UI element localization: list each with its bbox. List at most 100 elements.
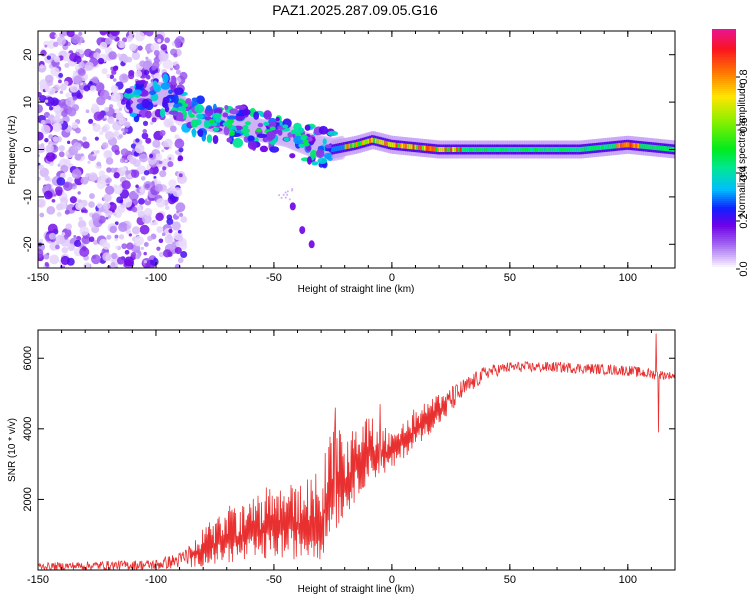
heatmap-ridge-blob	[306, 136, 313, 142]
heatmap-noise-blob	[80, 176, 89, 185]
colorbar-strip	[712, 245, 736, 248]
heatmap-noise-blob	[124, 121, 131, 128]
heatmap-noise-blob	[91, 76, 99, 84]
heatmap-noise-blob	[60, 164, 69, 173]
heatmap-noise-blob	[44, 175, 50, 181]
colorbar-tick-label: 0.8	[738, 69, 750, 84]
heatmap-noise-blob	[102, 252, 112, 262]
heatmap-band-core	[342, 144, 346, 150]
heatmap-band-core	[369, 138, 373, 144]
heatmap-noise-blob	[150, 222, 154, 226]
heatmap-noise-blob	[126, 224, 131, 230]
colorbar-strip	[712, 173, 736, 176]
heatmap-band-core	[512, 147, 516, 152]
heatmap-band-core	[344, 144, 348, 150]
heatmap-noise-blob	[177, 229, 182, 234]
colorbar-strip	[712, 211, 736, 214]
heatmap-noise-blob	[67, 176, 73, 183]
heatmap-noise-blob	[100, 174, 107, 181]
heatmap-band-core	[582, 146, 586, 152]
colorbar-strip	[712, 231, 736, 234]
heatmap-noise-blob	[65, 92, 71, 98]
heatmap-noise-blob	[105, 157, 114, 165]
colorbar-strip	[712, 101, 736, 104]
heatmap-noise-blob	[135, 70, 143, 78]
heatmap-noise-blob	[164, 37, 171, 44]
heatmap-noise-blob	[67, 229, 71, 233]
heatmap-noise-blob	[53, 41, 59, 48]
heatmap-noise-blob	[110, 31, 120, 37]
heatmap-band-core	[389, 142, 394, 148]
heatmap-noise-blob	[116, 42, 121, 46]
heatmap-noise-blob	[119, 73, 129, 84]
heatmap-ridge-blob	[190, 119, 199, 128]
heatmap-band-core	[563, 147, 567, 152]
heatmap-noise-blob	[142, 214, 152, 224]
heatmap-ridge-blob	[123, 91, 135, 99]
heatmap-band-core	[567, 147, 571, 152]
heatmap-noise-blob	[177, 155, 184, 162]
snr-y-axis-label: SNR (10 * v/v)	[7, 418, 18, 482]
heatmap-noise-blob	[120, 99, 126, 105]
heatmap-ridge-blob	[206, 134, 213, 143]
snr-x-tick-label: -150	[27, 574, 49, 586]
heatmap-bright-spot	[303, 142, 310, 147]
heatmap-band-core	[561, 147, 565, 152]
heatmap-noise-blob	[150, 255, 155, 260]
heatmap-band-core	[642, 143, 647, 149]
heatmap-noise-blob	[162, 141, 169, 148]
heatmap-band-core	[478, 147, 482, 152]
colorbar-strip	[712, 119, 736, 122]
heatmap-noise-blob	[71, 121, 79, 129]
heatmap-bright-spot	[204, 120, 211, 125]
snr-panel	[38, 333, 675, 570]
heatmap-band-core	[405, 143, 409, 149]
heatmap-ridge-blob	[173, 87, 184, 95]
heatmap-noise-blob	[114, 149, 120, 156]
heatmap-noise-blob	[39, 212, 45, 218]
heatmap-band-core	[480, 147, 484, 152]
heatmap-band-core	[340, 145, 345, 151]
heatmap-noise-blob	[38, 164, 44, 171]
heatmap-noise-blob	[106, 73, 111, 78]
heatmap-band-core	[586, 146, 590, 152]
heatmap-noise-blob	[169, 125, 177, 133]
colorbar-strip	[712, 87, 736, 90]
heatmap-band-core	[484, 147, 488, 152]
heatmap-noise-blob	[56, 36, 66, 46]
heatmap-noise-blob	[137, 45, 143, 51]
heatmap-band-core	[571, 147, 575, 152]
heatmap-noise-blob	[83, 85, 90, 92]
heatmap-band-core	[338, 145, 343, 151]
heatmap-noise-blob	[159, 170, 167, 178]
heatmap-noise-blob	[142, 120, 149, 126]
heatmap-bright-spot	[242, 125, 249, 130]
heatmap-noise-blob	[132, 51, 140, 59]
heatmap-y-axis-label: Frequency (Hz)	[7, 116, 18, 185]
heatmap-noise-blob	[88, 236, 95, 243]
heatmap-noise-blob	[156, 226, 164, 234]
heatmap-noise-blob	[143, 260, 148, 264]
heatmap-band-core	[639, 143, 643, 149]
heatmap-noise-blob	[168, 228, 173, 234]
heatmap-band-core	[410, 144, 414, 150]
heatmap-noise-blob	[163, 249, 172, 258]
heatmap-noise-blob	[61, 110, 68, 118]
heatmap-noise-blob	[146, 50, 150, 54]
heatmap-noise-blob	[48, 232, 56, 240]
heatmap-ridge-blob	[173, 94, 179, 105]
heatmap-noise-blob	[142, 129, 148, 134]
heatmap-noise-blob	[84, 61, 94, 71]
heatmap-band-core	[459, 147, 463, 152]
heatmap-band-core	[637, 143, 641, 149]
heatmap-ridge-blob	[124, 88, 133, 94]
heatmap-noise-blob	[140, 176, 146, 181]
heatmap-noise-blob	[80, 153, 84, 157]
heatmap-band-core	[423, 145, 428, 151]
heatmap-noise-blob	[158, 51, 169, 62]
colorbar-strip	[712, 187, 736, 190]
heatmap-noise-blob	[127, 38, 132, 43]
heatmap-secondary-dot	[286, 193, 289, 196]
heatmap-noise-blob	[67, 140, 71, 145]
colorbar-strip	[712, 103, 736, 106]
